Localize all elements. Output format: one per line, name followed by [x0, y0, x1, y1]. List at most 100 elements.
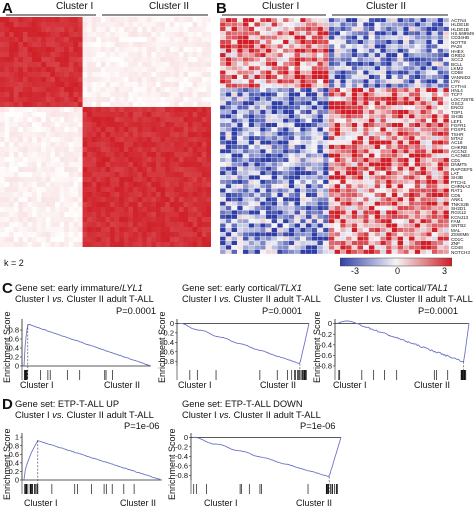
- consensus-cell: [165, 182, 171, 188]
- expression-cell: [431, 122, 438, 128]
- panel-a-cluster1-label: Cluster I: [56, 1, 94, 12]
- consensus-cell: [137, 107, 143, 113]
- expression-cell: [311, 18, 318, 23]
- consensus-cell: [146, 22, 152, 28]
- expression-cell: [282, 96, 289, 102]
- expression-cell: [277, 22, 284, 27]
- expression-cell: [225, 44, 232, 49]
- consensus-cell: [36, 77, 42, 83]
- consensus-cell: [151, 62, 157, 68]
- consensus-cell: [155, 17, 161, 23]
- consensus-cell: [165, 222, 171, 228]
- consensus-cell: [123, 217, 129, 223]
- consensus-cell: [119, 87, 125, 93]
- consensus-cell: [201, 152, 207, 158]
- expression-cell: [231, 70, 238, 75]
- expression-cell: [408, 122, 415, 128]
- expression-cell: [437, 162, 444, 167]
- expression-cell: [403, 52, 410, 58]
- consensus-cell: [142, 107, 148, 113]
- gene-label: CHKRB: [451, 144, 468, 150]
- expression-cell: [231, 144, 238, 150]
- expression-cell: [271, 83, 278, 89]
- expression-cell: [391, 70, 398, 75]
- consensus-cell: [165, 192, 171, 198]
- consensus-cell: [32, 232, 38, 238]
- expression-cell: [397, 197, 404, 202]
- consensus-cell: [183, 87, 189, 93]
- expression-cell: [294, 227, 301, 233]
- expression-cell: [385, 218, 392, 224]
- consensus-cell: [77, 117, 83, 123]
- expression-cell: [294, 188, 301, 193]
- expression-cell: [385, 70, 392, 75]
- expression-cell: [231, 201, 238, 207]
- expression-cell: [380, 236, 387, 242]
- expression-cell: [231, 245, 238, 250]
- consensus-cell: [87, 122, 93, 128]
- consensus-cell: [128, 172, 134, 178]
- consensus-cell: [64, 47, 70, 53]
- consensus-cell: [18, 192, 24, 198]
- consensus-cell: [68, 127, 74, 133]
- expression-cell: [391, 26, 398, 32]
- consensus-cell: [27, 17, 33, 23]
- consensus-cell: [22, 182, 28, 188]
- consensus-cell: [119, 187, 125, 193]
- expression-cell: [277, 148, 284, 154]
- consensus-cell: [114, 107, 120, 113]
- expression-cell: [397, 179, 404, 185]
- expression-cell: [420, 48, 427, 54]
- expression-cell: [443, 166, 449, 172]
- consensus-cell: [27, 92, 33, 98]
- expression-cell: [288, 114, 295, 119]
- expression-cell: [322, 18, 329, 23]
- expression-cell: [271, 61, 278, 67]
- expression-cell: [443, 22, 449, 27]
- expression-cell: [408, 236, 415, 242]
- consensus-cell: [165, 152, 171, 158]
- expression-cell: [420, 183, 427, 189]
- expression-cell: [259, 140, 266, 145]
- expression-cell: [408, 214, 415, 220]
- expression-cell: [391, 18, 398, 23]
- expression-cell: [282, 100, 289, 106]
- expression-cell: [265, 170, 272, 176]
- consensus-cell: [32, 207, 38, 213]
- consensus-cell: [128, 162, 134, 168]
- consensus-cell: [192, 162, 198, 168]
- expression-cell: [242, 105, 249, 110]
- expression-cell: [237, 118, 244, 124]
- expression-cell: [225, 170, 232, 176]
- expression-cell: [334, 92, 341, 97]
- consensus-cell: [160, 37, 166, 43]
- consensus-cell: [64, 42, 70, 48]
- expression-cell: [357, 210, 364, 215]
- consensus-cell: [27, 127, 33, 133]
- consensus-cell: [64, 197, 70, 203]
- expression-cell: [345, 131, 352, 137]
- consensus-cell: [178, 207, 184, 213]
- expression-cell: [300, 144, 306, 150]
- expression-cell: [288, 61, 295, 67]
- expression-cell: [368, 57, 375, 62]
- consensus-cell: [59, 232, 65, 238]
- expression-cell: [363, 140, 369, 145]
- expression-cell: [242, 183, 249, 189]
- expression-cell: [220, 223, 226, 228]
- consensus-cell: [201, 197, 207, 203]
- consensus-cell: [142, 132, 148, 138]
- expression-cell: [220, 218, 226, 224]
- consensus-cell: [59, 112, 65, 118]
- consensus-cell: [18, 177, 24, 183]
- expression-cell: [408, 232, 415, 237]
- expression-cell: [397, 218, 404, 224]
- consensus-cell: [22, 42, 28, 48]
- consensus-cell: [73, 22, 79, 28]
- consensus-cell: [105, 217, 111, 223]
- consensus-cell: [192, 47, 198, 53]
- consensus-cell: [165, 92, 171, 98]
- expression-cell: [317, 201, 324, 207]
- consensus-cell: [96, 87, 102, 93]
- consensus-cell: [41, 167, 47, 173]
